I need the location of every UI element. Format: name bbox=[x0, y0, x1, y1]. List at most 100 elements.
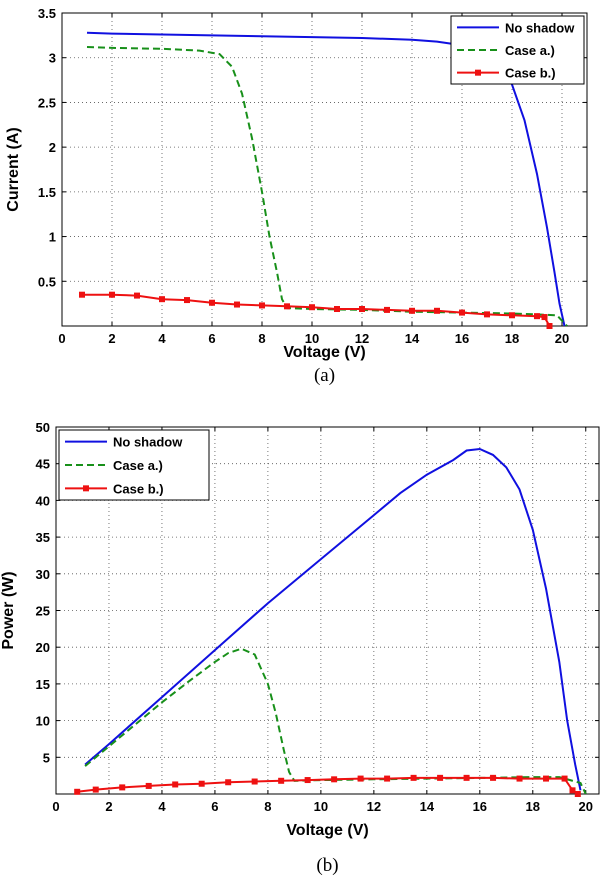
series-marker bbox=[92, 786, 99, 793]
series-marker bbox=[184, 297, 190, 304]
series-marker bbox=[434, 307, 440, 314]
series-marker bbox=[541, 314, 548, 321]
x-tick-label: 8 bbox=[258, 331, 265, 346]
x-tick-label: 2 bbox=[105, 799, 112, 814]
series-marker bbox=[145, 782, 152, 789]
x-tick-label: 20 bbox=[579, 799, 593, 814]
series-line-case-a bbox=[86, 46, 568, 326]
series-marker bbox=[516, 775, 523, 782]
x-tick-label: 20 bbox=[555, 331, 569, 346]
series-line-no-shadow bbox=[84, 447, 582, 791]
y-tick-label: 5 bbox=[43, 750, 50, 765]
y-tick-label: 15 bbox=[36, 677, 50, 692]
x-tick-label: 8 bbox=[264, 799, 271, 814]
series-marker bbox=[359, 306, 365, 313]
x-tick-label: 14 bbox=[420, 799, 435, 814]
y-tick-label: 2 bbox=[49, 140, 56, 155]
x-tick-label: 10 bbox=[314, 799, 328, 814]
y-tick-label: 2.5 bbox=[38, 95, 56, 110]
legend-label: Case b.) bbox=[505, 66, 556, 81]
axes-frame bbox=[61, 12, 588, 327]
series-marker bbox=[79, 291, 85, 298]
x-tick-label: 16 bbox=[473, 799, 487, 814]
y-tick-label: 1 bbox=[49, 230, 56, 245]
legend-marker bbox=[83, 485, 89, 492]
series-marker bbox=[437, 774, 444, 781]
series-marker bbox=[284, 303, 290, 310]
series-marker bbox=[546, 323, 553, 329]
x-tick-label: 12 bbox=[367, 799, 381, 814]
legend: No shadow Case a.) Case b.) bbox=[58, 429, 210, 501]
legend-label: Case a.) bbox=[505, 43, 555, 58]
y-tick-label: 3 bbox=[49, 51, 56, 66]
series-marker bbox=[463, 774, 470, 781]
x-tick-label: 14 bbox=[405, 331, 420, 346]
x-tick-label: 6 bbox=[208, 331, 215, 346]
chart-a: 0 2 4 6 8 10 12 14 16 18 20 0.5 1 1.5 2 2.5 3 3.5 Voltage … bbox=[5, 6, 588, 386]
legend: No shadow Case a.) Case b.) bbox=[450, 15, 585, 85]
series-marker bbox=[410, 774, 417, 781]
x-tick-label: 18 bbox=[505, 331, 519, 346]
series-marker bbox=[172, 781, 179, 788]
x-tick-label: 0 bbox=[52, 799, 59, 814]
y-tick-label: 50 bbox=[36, 420, 50, 435]
y-axis-label: Current (A) bbox=[5, 127, 22, 211]
series-marker bbox=[509, 312, 515, 319]
x-tick-label: 2 bbox=[108, 331, 115, 346]
legend-label: No shadow bbox=[505, 20, 575, 35]
series-marker bbox=[459, 309, 465, 316]
y-tick-label: 1.5 bbox=[38, 185, 56, 200]
y-tick-label: 10 bbox=[36, 714, 50, 729]
series-marker bbox=[109, 291, 115, 298]
x-tick-label: 16 bbox=[455, 331, 469, 346]
x-tick-label: 0 bbox=[58, 331, 65, 346]
series-marker bbox=[384, 775, 391, 782]
series-marker bbox=[134, 292, 140, 299]
y-tick-label: 30 bbox=[36, 567, 50, 582]
figure-caption: (b) bbox=[316, 855, 338, 876]
series-marker bbox=[259, 302, 265, 309]
series-marker bbox=[278, 777, 285, 784]
series-marker bbox=[534, 313, 540, 320]
series-marker bbox=[357, 775, 364, 782]
series-marker bbox=[234, 301, 240, 308]
series-marker bbox=[309, 304, 315, 311]
x-tick-label: 4 bbox=[158, 331, 166, 346]
y-axis-label: Power (W) bbox=[0, 571, 17, 649]
y-tick-label: 35 bbox=[36, 530, 50, 545]
series-marker bbox=[225, 779, 232, 786]
chart-b: 0 2 4 6 8 10 12 14 16 18 20 5 10 15 20 25 30 35 40 45 50 Volt… bbox=[0, 420, 600, 876]
legend-label: Case b.) bbox=[113, 481, 164, 496]
series-marker bbox=[198, 780, 205, 787]
series-marker bbox=[331, 776, 338, 783]
series-line-case-b bbox=[77, 776, 579, 794]
legend-label: Case a.) bbox=[113, 458, 163, 473]
x-tick-label: 4 bbox=[158, 799, 166, 814]
y-tick-label: 25 bbox=[36, 604, 50, 619]
y-tick-label: 20 bbox=[36, 640, 50, 655]
series-marker bbox=[304, 777, 311, 784]
y-tick-label: 3.5 bbox=[38, 6, 56, 21]
series-marker bbox=[561, 775, 568, 782]
series-marker bbox=[384, 306, 390, 313]
series-marker bbox=[74, 788, 81, 795]
series-marker bbox=[409, 307, 415, 314]
series-marker bbox=[159, 296, 165, 303]
x-tick-label: 6 bbox=[211, 799, 218, 814]
x-axis-label: Voltage (V) bbox=[286, 822, 368, 839]
y-tick-label: 45 bbox=[36, 457, 50, 472]
y-tick-label: 40 bbox=[36, 493, 50, 508]
figure-caption: (a) bbox=[314, 365, 335, 386]
x-tick-label: 18 bbox=[526, 799, 540, 814]
series-marker bbox=[490, 774, 497, 781]
series-marker bbox=[119, 784, 126, 791]
x-axis-label: Voltage (V) bbox=[283, 344, 365, 361]
series-marker bbox=[251, 778, 258, 785]
series-marker bbox=[334, 306, 340, 313]
x-tick-label: 10 bbox=[305, 331, 319, 346]
series-marker bbox=[543, 775, 550, 782]
legend-label: No shadow bbox=[113, 435, 183, 450]
series-marker bbox=[574, 791, 581, 797]
series-marker bbox=[569, 787, 576, 794]
